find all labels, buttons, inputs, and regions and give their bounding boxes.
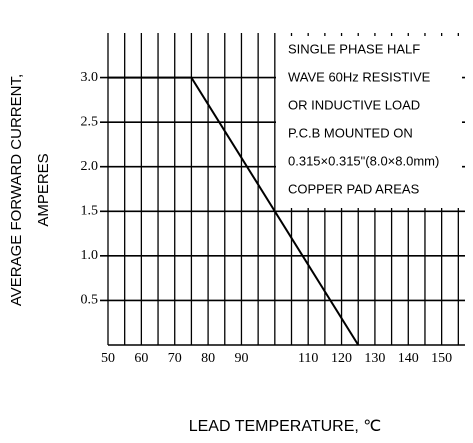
x-tick-label: 110 bbox=[298, 351, 318, 366]
x-tick-label: 80 bbox=[201, 351, 215, 366]
x-axis-label: LEAD TEMPERATURE, ℃ bbox=[189, 418, 382, 435]
y-tick-label: 1.5 bbox=[81, 204, 99, 219]
annotation: OR INDUCTIVE LOAD bbox=[288, 97, 420, 112]
annotation: 0.315×0.315"(8.0×8.0mm) bbox=[288, 153, 439, 168]
x-tick-label: 70 bbox=[168, 351, 182, 366]
x-tick-label: 150 bbox=[431, 351, 452, 366]
data-line bbox=[108, 76, 360, 346]
y-axis-label: AMPERES bbox=[35, 153, 52, 226]
y-tick-label: 2.0 bbox=[81, 159, 99, 174]
annotation: SINGLE PHASE HALF bbox=[288, 41, 420, 56]
annotation: COPPER PAD AREAS bbox=[288, 181, 420, 196]
y-tick-label: 1.0 bbox=[81, 248, 99, 263]
x-tick-label: 60 bbox=[134, 351, 148, 366]
annotation: WAVE 60Hz RESISTIVE bbox=[288, 69, 431, 84]
y-tick-label: 0.5 bbox=[81, 293, 99, 308]
y-tick-label: 2.5 bbox=[81, 114, 99, 129]
x-tick-label: 120 bbox=[331, 351, 352, 366]
annotation: P.C.B MOUNTED ON bbox=[288, 125, 413, 140]
annotation-box bbox=[276, 36, 462, 208]
y-axis-label: AVERAGE FORWARD CURRENT, bbox=[8, 74, 25, 306]
x-tick-label: 90 bbox=[234, 351, 248, 366]
x-tick-label: 50 bbox=[101, 351, 115, 366]
x-tick-label: 130 bbox=[364, 351, 385, 366]
y-tick-label: 3.0 bbox=[81, 70, 99, 85]
x-tick-label: 140 bbox=[398, 351, 419, 366]
